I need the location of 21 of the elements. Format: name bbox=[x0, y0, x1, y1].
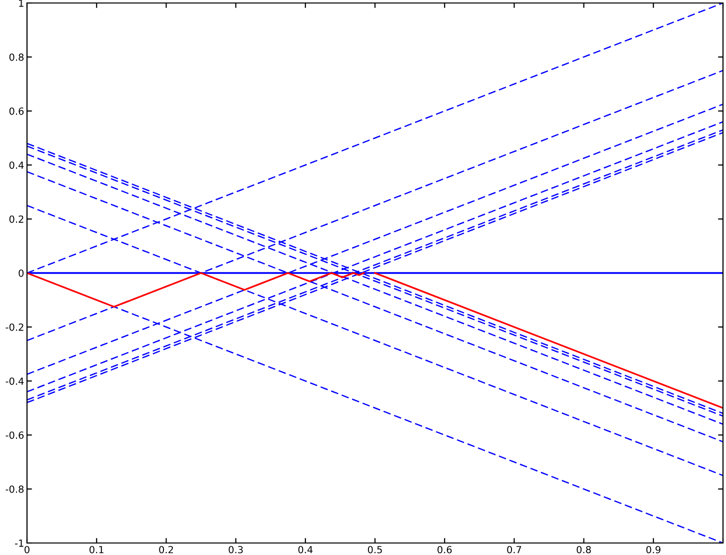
x-tick-label: 0.5 bbox=[368, 546, 382, 554]
x-tick-label: 0.4 bbox=[298, 546, 313, 554]
x-tick-label: 0.1 bbox=[90, 546, 104, 554]
y-tick-label: 0 bbox=[18, 269, 24, 277]
y-tick-label: 0.8 bbox=[9, 53, 24, 61]
y-tick-label: 1 bbox=[19, 0, 24, 7]
x-tick-label: 0.2 bbox=[159, 546, 173, 554]
y-tick-label: -0.2 bbox=[6, 323, 24, 331]
x-tick-label: 0.7 bbox=[507, 546, 522, 554]
y-tick-label: 0.6 bbox=[9, 107, 24, 115]
y-tick-label: 0.4 bbox=[9, 161, 24, 169]
y-tick-label: 0.2 bbox=[9, 215, 24, 223]
y-tick-label: -0.8 bbox=[6, 485, 24, 493]
x-tick-label: 0.8 bbox=[576, 546, 591, 554]
y-tick-label: -1 bbox=[15, 540, 24, 547]
x-tick-label: 0.3 bbox=[228, 546, 243, 554]
x-tick-label: 0.6 bbox=[438, 546, 452, 554]
y-tick-label: -0.6 bbox=[6, 431, 24, 439]
y-tick-label: -0.4 bbox=[6, 377, 24, 385]
x-tick-label: 0.9 bbox=[646, 546, 660, 554]
x-tick-label: 0 bbox=[24, 546, 30, 554]
